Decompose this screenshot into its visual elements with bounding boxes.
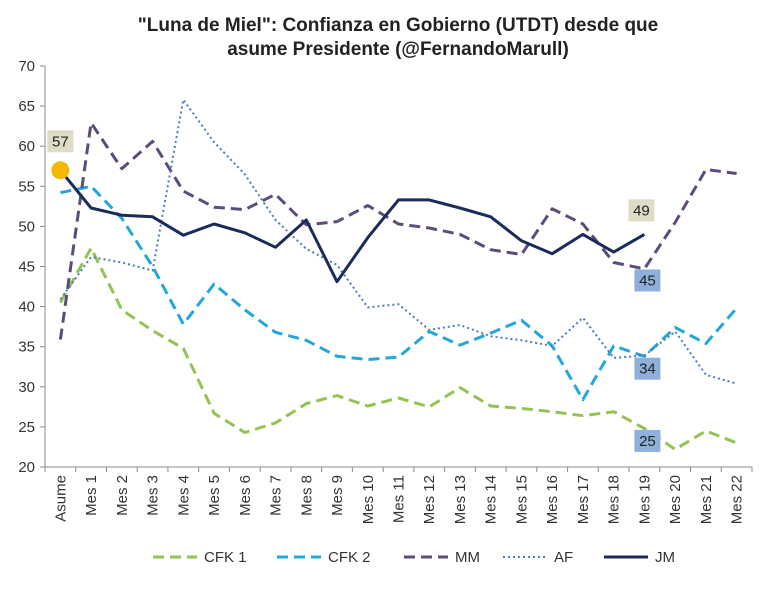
annotation-label: 34 — [639, 361, 656, 378]
x-tick-label: Mes 7 — [268, 475, 285, 516]
annotation-callout: 57 — [47, 130, 74, 153]
x-tick-label: Mes 11 — [391, 475, 408, 523]
x-tick-label: Mes 3 — [145, 475, 162, 516]
y-tick-label: 60 — [18, 138, 35, 155]
annotations: 57 49 45 34 25 — [47, 130, 661, 452]
x-tick-label: Mes 1 — [83, 475, 100, 516]
y-tick-label: 70 — [18, 58, 35, 75]
legend-item-af: AF — [503, 549, 573, 566]
y-tick-label: 40 — [18, 299, 35, 316]
x-tick-label: Mes 6 — [237, 475, 254, 516]
y-tick-label: 20 — [18, 459, 35, 476]
annotation-box — [634, 269, 661, 292]
y-tick-label: 25 — [18, 419, 35, 436]
x-tick-label: Mes 17 — [575, 475, 592, 524]
annotation-label: 57 — [52, 133, 69, 150]
y-tick-label: 35 — [18, 339, 35, 356]
series-line-cfk-1 — [59, 246, 738, 451]
x-tick-label: Mes 9 — [329, 475, 346, 516]
legend-label: JM — [655, 549, 675, 566]
series-lines — [58, 98, 738, 451]
annotation-callout: 45 — [634, 269, 661, 292]
series-line-mm — [58, 121, 737, 340]
legend-label: CFK 2 — [328, 549, 371, 566]
x-tick-label: Mes 8 — [298, 475, 315, 516]
start-marker — [51, 161, 70, 180]
x-tick-label: Mes 13 — [452, 475, 469, 524]
x-tick-label: Mes 12 — [421, 475, 438, 524]
annotation-label: 45 — [639, 273, 656, 290]
x-tick-label: Mes 16 — [544, 475, 561, 524]
x-tick-label: Mes 15 — [513, 475, 530, 524]
annotation-label: 49 — [633, 202, 650, 219]
x-tick-label: Mes 22 — [729, 475, 746, 524]
legend-item-cfk-2: CFK 2 — [277, 549, 371, 566]
x-tick-label: Mes 18 — [606, 475, 623, 524]
legend-label: CFK 1 — [204, 549, 247, 566]
y-tick-label: 30 — [18, 379, 35, 396]
legend: CFK 1 CFK 2 MM AF JM — [153, 549, 675, 566]
legend-label: AF — [554, 549, 573, 566]
x-tick-label: Mes 20 — [667, 475, 684, 524]
y-tick-label: 45 — [18, 259, 35, 276]
axes: 20 25 30 35 40 45 50 55 60 65 70 Asume Mes 1 Mes 2 Mes… — [18, 58, 753, 524]
x-tick-label: Mes 19 — [636, 475, 653, 524]
chart-title-line-1: "Luna de Miel": Confianza en Gobierno (U… — [138, 15, 658, 36]
legend-item-jm: JM — [604, 549, 675, 566]
x-tick-label: Mes 14 — [483, 475, 500, 524]
legend-item-mm: MM — [404, 549, 480, 566]
chart-title-line-2: asume Presidente (@FernandoMarull) — [227, 39, 569, 60]
x-tick-label: Mes 2 — [114, 475, 131, 516]
y-tick-label: 50 — [18, 218, 35, 235]
x-tick-label: Mes 4 — [175, 475, 192, 516]
legend-label: MM — [455, 549, 480, 566]
x-tick-label: Asume — [52, 475, 69, 522]
series-line-jm — [59, 169, 646, 284]
annotation-box — [47, 130, 74, 153]
annotation-callout: 49 — [628, 199, 655, 222]
series-line-cfk-2 — [60, 184, 738, 402]
x-tick-label: Mes 21 — [698, 475, 715, 524]
legend-item-cfk-1: CFK 1 — [153, 549, 247, 566]
annotation-box — [634, 429, 661, 452]
annotation-callout: 25 — [634, 429, 661, 452]
x-tick-label: Mes 10 — [360, 475, 377, 524]
annotation-box — [628, 199, 655, 222]
annotation-callout: 34 — [634, 357, 661, 380]
y-tick-label: 65 — [18, 98, 35, 115]
y-tick-label: 55 — [18, 178, 35, 195]
x-tick-label: Mes 5 — [206, 475, 223, 516]
annotation-box — [634, 357, 661, 380]
series-line-af — [59, 98, 737, 385]
annotation-label: 25 — [639, 433, 656, 450]
